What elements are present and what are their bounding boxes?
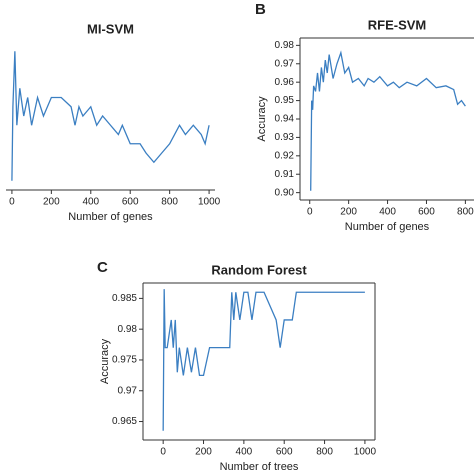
- x-tick-label: 800: [457, 207, 474, 218]
- y-axis-label: Accuracy: [99, 338, 111, 384]
- x-tick-label: 400: [82, 197, 99, 208]
- x-tick-label: 400: [236, 447, 253, 458]
- y-tick-label: 0.98: [118, 324, 138, 335]
- y-tick-label: 0.92: [275, 150, 295, 161]
- y-tick-label: 0.985: [112, 293, 137, 304]
- x-tick-label: 200: [340, 207, 357, 218]
- chart-title: RFE-SVM: [368, 17, 427, 32]
- y-tick-label: 0.95: [275, 95, 295, 106]
- x-tick-label: 600: [276, 447, 293, 458]
- x-tick-label: 800: [316, 447, 333, 458]
- x-tick-label: 1000: [354, 447, 377, 458]
- y-tick-label: 0.975: [112, 355, 137, 366]
- x-tick-label: 200: [195, 447, 212, 458]
- panel-label: C: [97, 259, 108, 276]
- x-tick-label: 0: [307, 207, 313, 218]
- y-tick-label: 0.96: [275, 77, 295, 88]
- y-tick-label: 0.97: [275, 58, 295, 69]
- x-tick-label: 600: [122, 197, 139, 208]
- x-tick-label: 200: [43, 197, 60, 208]
- y-tick-label: 0.965: [112, 416, 137, 427]
- y-tick-label: 0.90: [275, 187, 295, 198]
- x-axis-label: Number of genes: [345, 221, 430, 233]
- x-tick-label: 0: [160, 447, 166, 458]
- y-tick-label: 0.93: [275, 132, 295, 143]
- chart-title: MI-SVM: [87, 21, 134, 36]
- chart-title: Random Forest: [211, 262, 307, 277]
- y-tick-label: 0.98: [275, 40, 295, 51]
- x-tick-label: 600: [418, 207, 435, 218]
- x-tick-label: 400: [379, 207, 396, 218]
- x-tick-label: 0: [9, 197, 15, 208]
- panel-label: B: [255, 1, 266, 18]
- y-tick-label: 0.97: [118, 385, 138, 396]
- y-axis-label: Accuracy: [256, 96, 268, 142]
- y-tick-label: 0.94: [275, 114, 295, 125]
- data-line: [11, 51, 210, 181]
- x-axis-label: Number of genes: [68, 211, 153, 223]
- x-tick-label: 1000: [198, 197, 221, 208]
- data-line: [310, 50, 466, 191]
- x-axis-label: Number of trees: [220, 461, 299, 473]
- y-tick-label: 0.91: [275, 169, 295, 180]
- x-tick-label: 800: [161, 197, 178, 208]
- data-line: [162, 289, 365, 431]
